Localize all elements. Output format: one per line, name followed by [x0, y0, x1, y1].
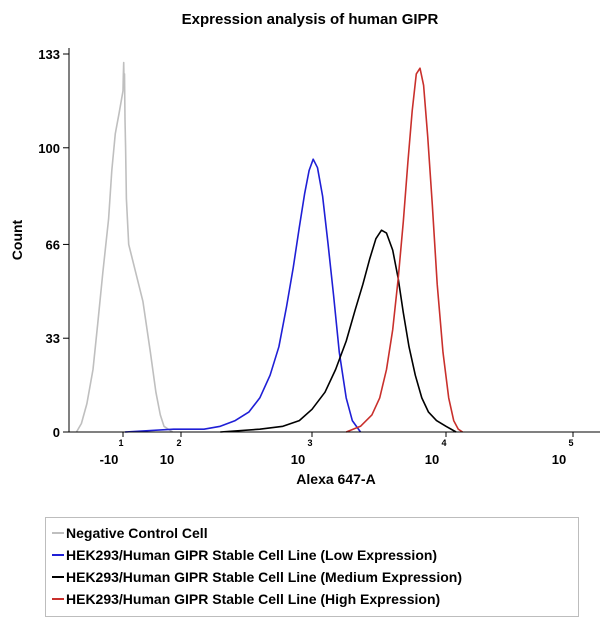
- legend-label: HEK293/Human GIPR Stable Cell Line (Low …: [66, 547, 438, 563]
- x-tick-label: -10: [100, 452, 119, 467]
- x-axis-title: Alexa 647-A: [296, 471, 375, 487]
- legend-label: Negative Control Cell: [66, 525, 208, 541]
- x-tick-exponent: 5: [568, 438, 573, 448]
- chart: Expression analysis of human GIPR 0 33 66 1…: [9, 11, 600, 487]
- series-line-1: [124, 158, 362, 433]
- x-tick-exponent: 1: [118, 438, 123, 448]
- y-tick-label: 100: [38, 141, 60, 156]
- y-tick-label: 66: [46, 237, 60, 252]
- legend-label: HEK293/Human GIPR Stable Cell Line (Medi…: [66, 569, 462, 585]
- legend-swatch: [52, 554, 64, 556]
- legend-swatch: [52, 532, 64, 534]
- series-line-2: [220, 229, 457, 433]
- y-tick-label: 133: [38, 47, 60, 62]
- legend-swatch: [52, 598, 64, 600]
- chart-title: Expression analysis of human GIPR: [182, 11, 439, 28]
- x-tick-label: 10: [291, 452, 305, 467]
- series-line-3: [345, 67, 464, 433]
- legend-swatch: [52, 576, 64, 578]
- legend: Negative Control Cell HEK293/Human GIPR S…: [45, 517, 579, 617]
- y-tick-label: 33: [46, 331, 60, 346]
- x-tick-exponent: 3: [307, 438, 312, 448]
- x-tick-exponent: 4: [441, 438, 446, 448]
- y-axis-title: Count: [9, 219, 25, 260]
- x-tick-label: 10: [160, 452, 174, 467]
- legend-item: HEK293/Human GIPR Stable Cell Line (Low …: [52, 545, 437, 565]
- series-line-0: [75, 61, 173, 433]
- legend-label: HEK293/Human GIPR Stable Cell Line (High…: [66, 591, 441, 607]
- x-tick-label: 10: [552, 452, 566, 467]
- y-axis-ticks: 0 33 66 100 133: [38, 47, 69, 440]
- legend-item: HEK293/Human GIPR Stable Cell Line (High…: [52, 589, 440, 609]
- plot-area: [75, 61, 464, 433]
- x-tick-exponent: 2: [176, 438, 181, 448]
- x-tick-label: 10: [425, 452, 439, 467]
- legend-item: HEK293/Human GIPR Stable Cell Line (Medi…: [52, 567, 462, 587]
- y-tick-label: 0: [53, 425, 60, 440]
- legend-item: Negative Control Cell: [52, 523, 208, 543]
